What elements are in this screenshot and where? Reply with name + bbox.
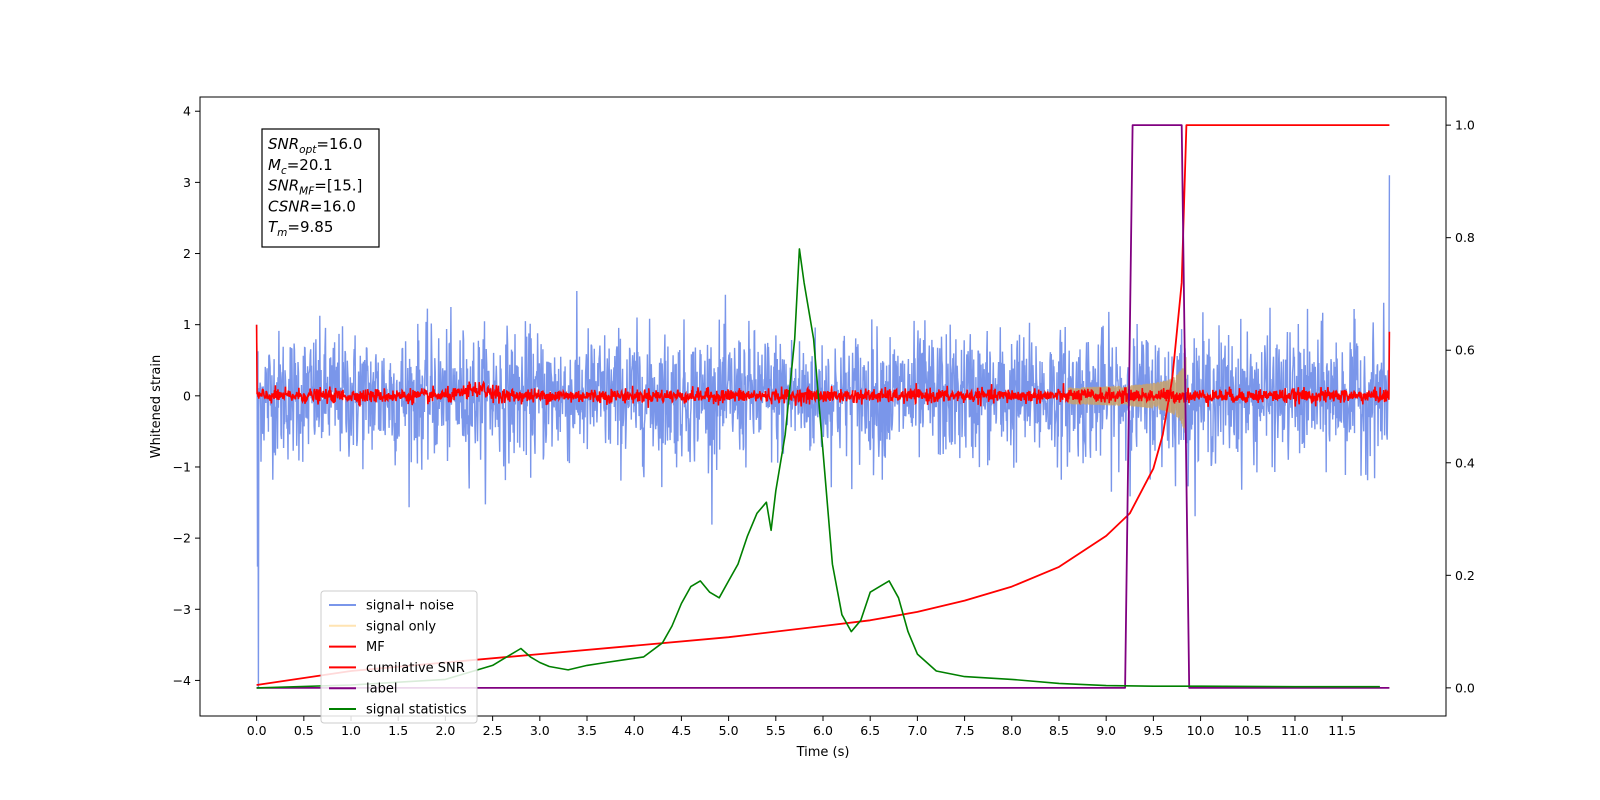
x-tick-label: 7.5 [955, 723, 975, 738]
x-tick-label: 10.0 [1187, 723, 1215, 738]
x-tick-label: 1.0 [341, 723, 361, 738]
y-tick-label: 0 [183, 388, 191, 403]
y-tick-label: −4 [173, 673, 191, 688]
x-tick-label: 2.0 [435, 723, 455, 738]
y-tick-label: 3 [183, 175, 191, 190]
x-tick-label: 0.5 [294, 723, 314, 738]
x-tick-label: 0.0 [247, 723, 267, 738]
x-tick-label: 5.5 [766, 723, 786, 738]
y2-tick-label: 0.6 [1455, 343, 1475, 358]
x-tick-label: 6.0 [813, 723, 833, 738]
x-tick-label: 8.5 [1049, 723, 1069, 738]
y2-tick-label: 1.0 [1455, 118, 1475, 133]
y-tick-label: 2 [183, 246, 191, 261]
y2-tick-label: 0.2 [1455, 568, 1475, 583]
x-axis-label: Time (s) [796, 745, 850, 760]
x-tick-label: 9.5 [1143, 723, 1163, 738]
legend-label: label [366, 682, 397, 697]
legend-label: signal statistics [366, 703, 467, 718]
legend-frame [320, 590, 478, 724]
series-mf-line [255, 324, 1391, 408]
x-tick-label: 4.0 [624, 723, 644, 738]
series-signal-statistics-line [256, 248, 1380, 689]
legend-label: MF [366, 640, 385, 655]
x-tick-label: 5.0 [719, 723, 739, 738]
x-tick-label: 4.5 [671, 723, 691, 738]
x-tick-label: 8.0 [1002, 723, 1022, 738]
legend-label: signal only [366, 619, 436, 634]
x-tick-label: 3.5 [577, 723, 597, 738]
x-tick-label: 11.5 [1328, 723, 1356, 738]
y-tick-label: 1 [183, 317, 191, 332]
annotation-line: Tm=9.85 [268, 218, 333, 239]
y2-tick-label: 0.0 [1455, 680, 1475, 695]
x-tick-label: 11.0 [1281, 723, 1309, 738]
y2-tick-label: 0.8 [1455, 230, 1475, 245]
legend: signal+ noise signal only MF cumilative SNR… [320, 590, 478, 724]
y2-tick-label: 0.4 [1455, 455, 1475, 470]
y-tick-label: −3 [173, 602, 191, 617]
y-tick-label: −2 [173, 531, 191, 546]
y-axis-label: Whitened strain [149, 355, 164, 458]
x-tick-label: 3.0 [530, 723, 550, 738]
series-label-line [256, 124, 1390, 689]
legend-label: cumilative SNR [366, 661, 465, 676]
annotation-line: SNRopt=16.0 [268, 135, 362, 156]
annotation-frame [261, 128, 380, 248]
x-tick-label: 1.5 [388, 723, 408, 738]
x-tick-label: 2.5 [483, 723, 503, 738]
x-tick-label: 10.5 [1234, 723, 1262, 738]
y-tick-label: −1 [173, 459, 191, 474]
legend-label: signal+ noise [366, 599, 454, 614]
y-tick-label: 4 [183, 104, 191, 119]
x-tick-label: 7.0 [907, 723, 927, 738]
x-tick-label: 6.5 [860, 723, 880, 738]
annotation-line: Mc=20.1 [268, 156, 333, 177]
annotation-line: CSNR=16.0 [268, 197, 356, 215]
series-cumulative-snr-line [256, 124, 1390, 686]
annotation-line: SNRMF=[15.] [268, 177, 362, 198]
x-tick-label: 9.0 [1096, 723, 1116, 738]
